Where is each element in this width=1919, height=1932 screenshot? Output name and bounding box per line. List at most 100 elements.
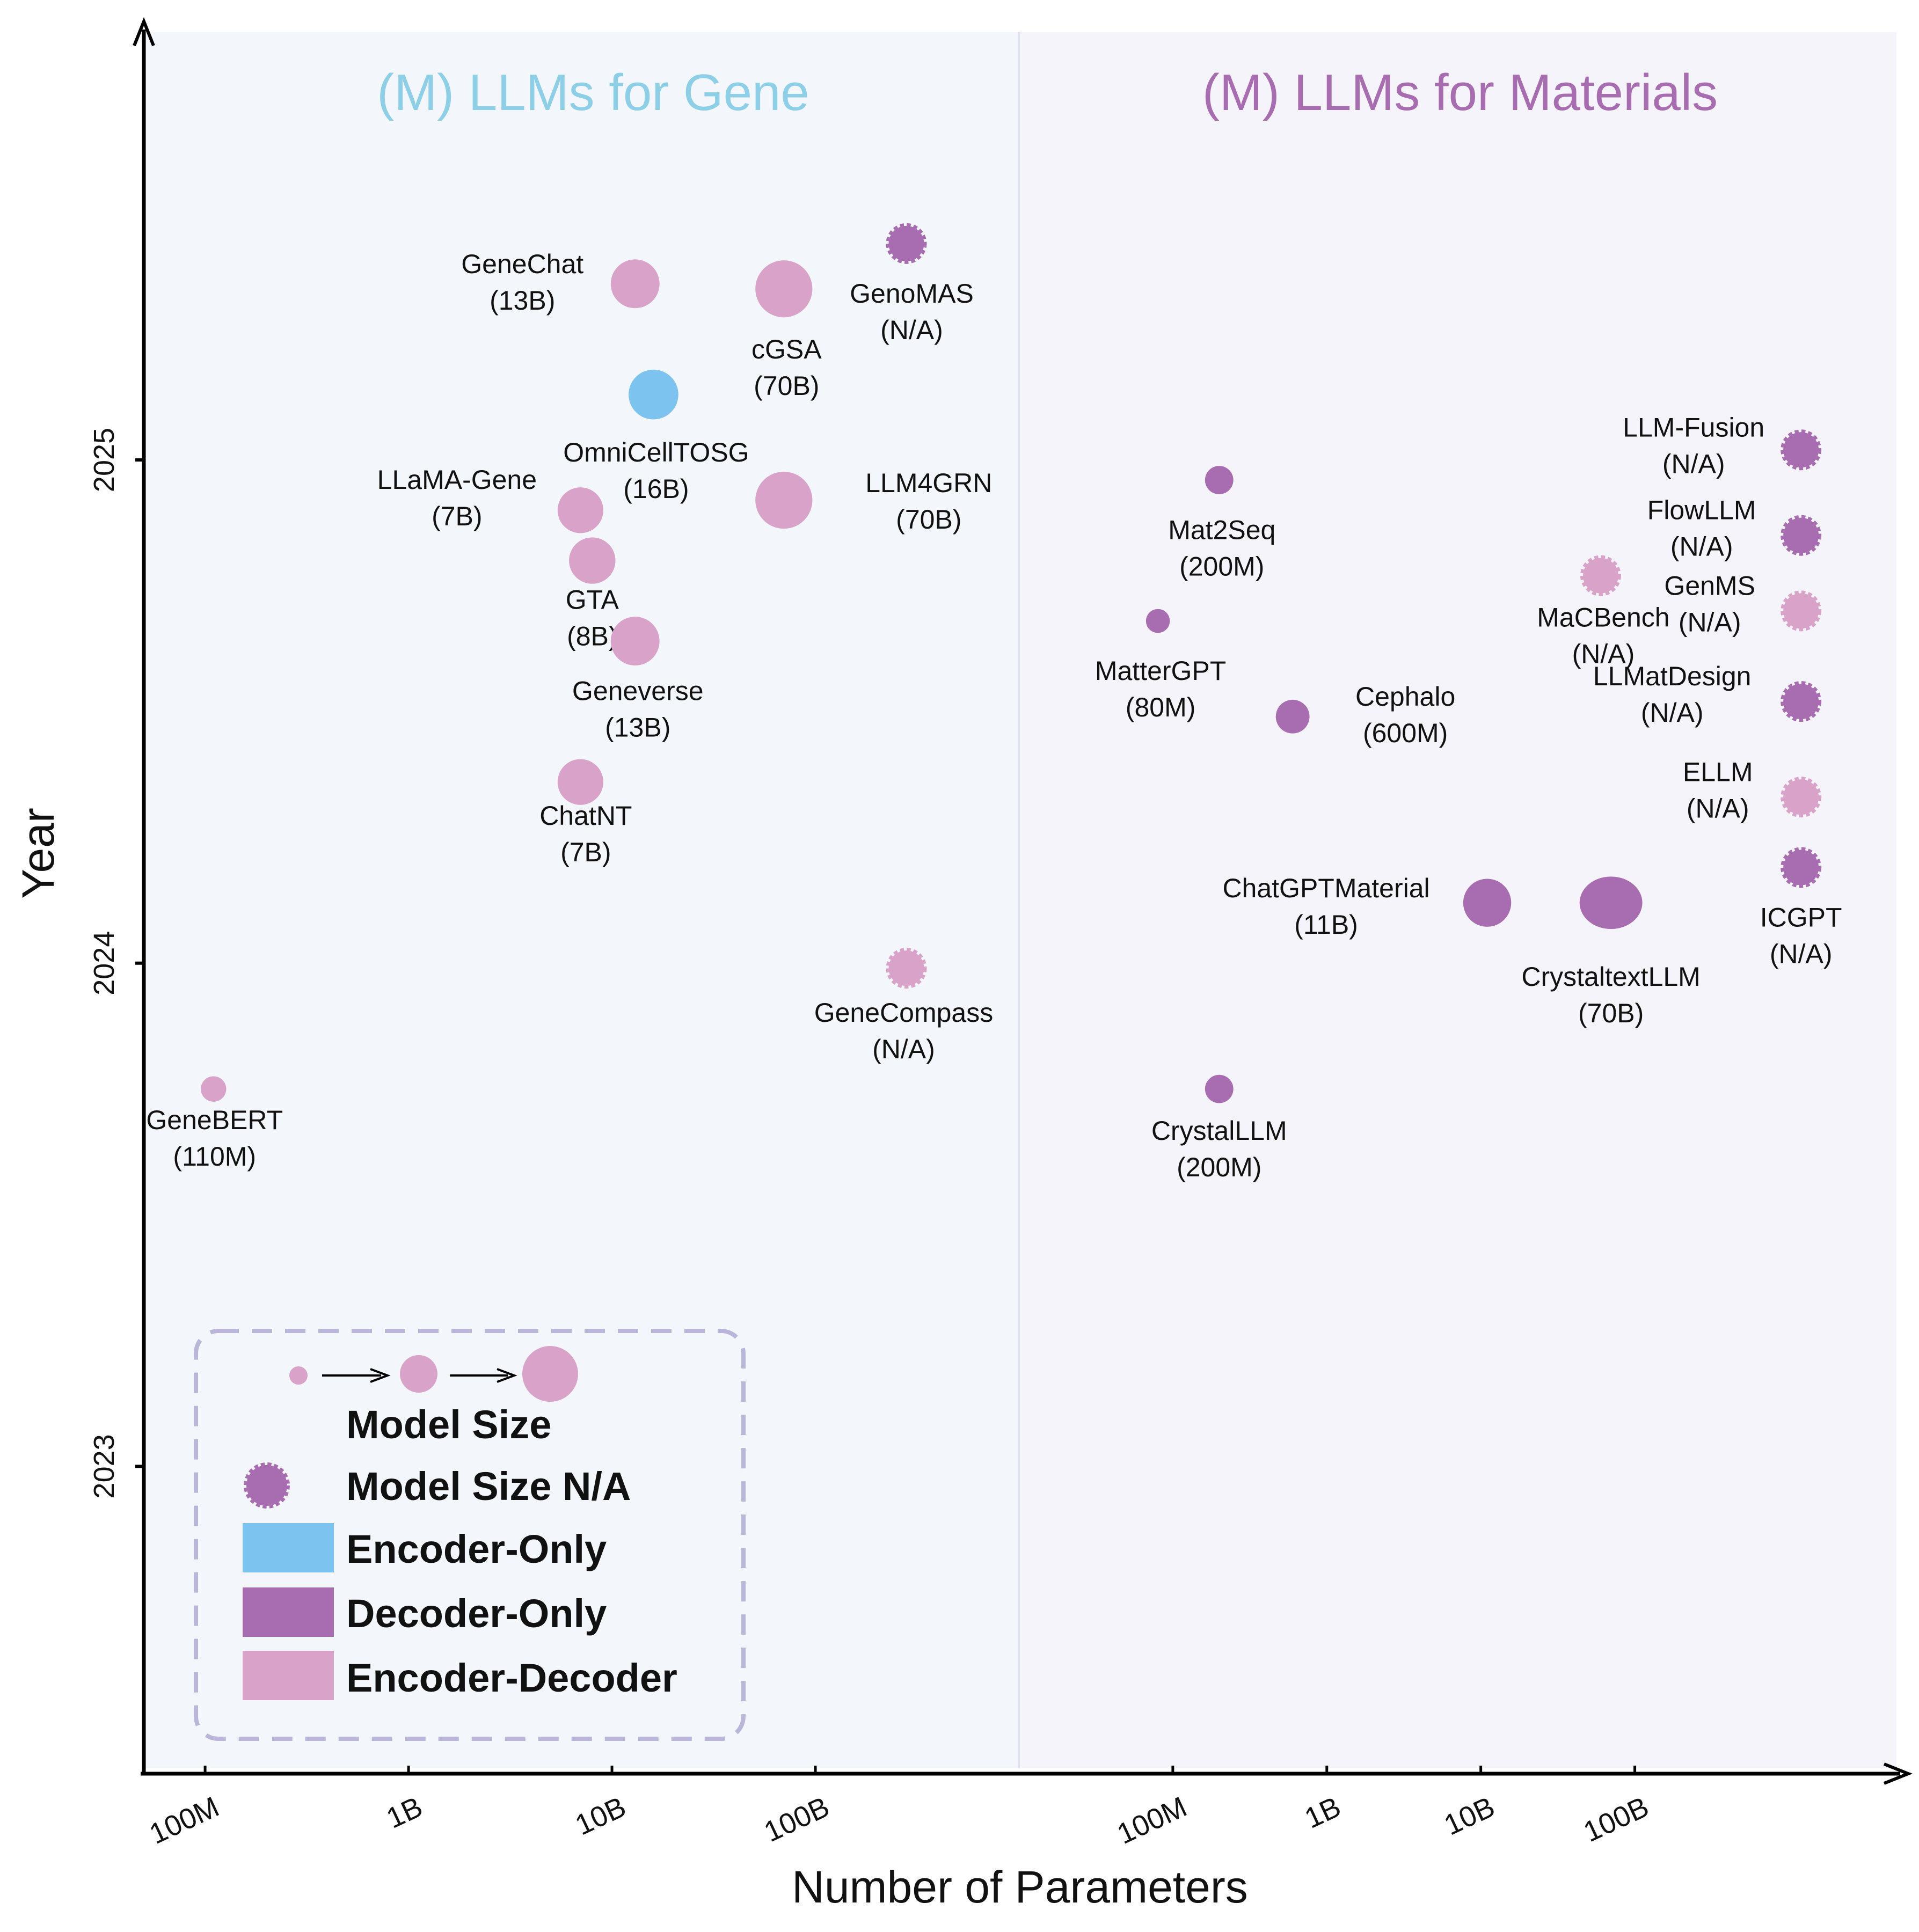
- materials-panel-title: (M) LLMs for Materials: [1202, 64, 1718, 121]
- bubbles-layer: GeneChat (13B) cGSA (70B) GenoMAS (N/A) OmniCe…: [146, 223, 1842, 1182]
- bubble-group-llama-gene: LLaMA-Gene (7B): [377, 465, 603, 533]
- bubble-label-cgsa: cGSA: [751, 334, 822, 364]
- x-axis-title: Number of Parameters: [792, 1862, 1248, 1912]
- bubble-label-llmatdesign: LLMatDesign: [1593, 661, 1752, 691]
- legend: Model Size Model Size N/A Encoder-Only D…: [194, 1329, 746, 1741]
- bubble-size-label-geneverse: (13B): [605, 713, 670, 743]
- bubble-gta: [569, 537, 616, 584]
- bubble-size-label-genecompass: (N/A): [872, 1034, 935, 1064]
- bubble-chatgptmaterial: [1463, 879, 1512, 927]
- bubble-size-label-llm-fusion: (N/A): [1662, 449, 1725, 479]
- bubble-size-label-gta: (8B): [567, 621, 617, 652]
- bubble-size-label-crystalllm: (200M): [1177, 1152, 1261, 1182]
- bubble-label-omnicelltosg: OmniCellTOSG: [563, 437, 749, 467]
- bubble-llama-gene: [557, 487, 603, 533]
- bubble-group-genebert: GeneBERT (110M): [146, 1076, 283, 1172]
- bubble-label-genomas: GenoMAS: [850, 279, 974, 309]
- bubble-na-flowllm: [1781, 515, 1822, 556]
- y-axis-title: Year: [13, 808, 63, 899]
- bubble-group-llm-fusion: LLM-Fusion (N/A): [1623, 412, 1822, 479]
- bubble-label-macbench: MaCBench: [1537, 603, 1669, 633]
- bubble-label-llama-gene: LLaMA-Gene: [377, 465, 537, 495]
- bubble-size-label-chatgptmaterial: (11B): [1294, 910, 1358, 940]
- bubble-size-label-mattergpt: (80M): [1126, 692, 1196, 722]
- bubble-group-mattergpt: MatterGPT (80M): [1095, 609, 1226, 722]
- bubble-size-label-genechat: (13B): [490, 286, 555, 316]
- bubble-group-genechat: GeneChat (13B): [461, 249, 660, 316]
- bubble-label-icgpt: ICGPT: [1760, 903, 1842, 933]
- bubble-na-macbench: [1580, 555, 1621, 596]
- y-tick-label-2023: 2023: [88, 1434, 120, 1498]
- bubble-group-genms: GenMS (N/A): [1664, 570, 1822, 637]
- bubble-group-genomas: GenoMAS (N/A): [850, 223, 974, 345]
- legend-swatch-encoder-only: [243, 1523, 334, 1572]
- bubble-mat2seq: [1205, 466, 1234, 494]
- legend-box: [194, 1329, 746, 1741]
- bubble-group-cephalo: Cephalo (600M): [1275, 682, 1455, 748]
- gene-panel-background: [144, 32, 1019, 1768]
- bubble-label-crystaltextllm: CrystaltextLLM: [1521, 962, 1700, 992]
- bubble-group-flowllm: FlowLLM (N/A): [1647, 495, 1822, 562]
- bubble-na-llmatdesign: [1781, 681, 1822, 722]
- bubble-group-macbench: MaCBench (N/A): [1537, 555, 1670, 669]
- legend-swatch-encoder-decoder: [243, 1651, 334, 1700]
- bubble-group-crystalllm: CrystalLLM (200M): [1151, 1074, 1287, 1182]
- gene-panel-title: (M) LLMs for Gene: [377, 64, 809, 121]
- axes: [133, 17, 1913, 1785]
- bubble-size-label-crystaltextllm: (70B): [1578, 998, 1644, 1028]
- bubble-group-crystaltextllm: CrystaltextLLM (70B): [1521, 876, 1701, 1028]
- bubble-group-genecompass: GeneCompass (N/A): [814, 948, 994, 1064]
- x-axis-arrow: [1883, 1762, 1913, 1785]
- x-tick-label-gene-1b: 1B: [382, 1790, 427, 1834]
- bubble-size-label-macbench: (N/A): [1572, 639, 1635, 669]
- bubble-mattergpt: [1145, 609, 1170, 633]
- legend-label-decoder-only: Decoder-Only: [346, 1591, 607, 1636]
- bubble-label-chatgptmaterial: ChatGPTMaterial: [1222, 873, 1429, 903]
- bubble-group-gta: GTA (8B): [566, 537, 619, 652]
- bubble-group-cgsa: cGSA (70B): [751, 260, 822, 401]
- bubble-na-genomas: [886, 223, 927, 264]
- bubble-label-cephalo: Cephalo: [1355, 682, 1455, 712]
- bubble-genechat: [610, 259, 660, 309]
- bubble-cephalo: [1275, 699, 1310, 734]
- bubble-size-label-llm4grn: (70B): [896, 504, 961, 535]
- bubble-group-llmatdesign: LLMatDesign (N/A): [1593, 661, 1822, 728]
- legend-label-encoder-only: Encoder-Only: [346, 1527, 607, 1571]
- bubble-label-mat2seq: Mat2Seq: [1168, 515, 1275, 545]
- bubble-label-genecompass: GeneCompass: [814, 998, 994, 1028]
- legend-label-model-size: Model Size: [346, 1402, 551, 1447]
- bubble-group-icgpt: ICGPT (N/A): [1760, 847, 1842, 969]
- x-tick-label-materials-100m: 100M: [1112, 1790, 1192, 1850]
- bubble-na-genecompass: [886, 948, 927, 989]
- bubble-na-llm-fusion: [1781, 429, 1822, 471]
- bubble-label-geneverse: Geneverse: [572, 676, 704, 706]
- bubble-group-chatgptmaterial: ChatGPTMaterial (11B): [1222, 873, 1512, 940]
- materials-panel-background: [1019, 32, 1896, 1768]
- bubble-size-label-genms: (N/A): [1679, 607, 1741, 637]
- bubble-size-label-genomas: (N/A): [880, 315, 943, 345]
- bubble-size-label-icgpt: (N/A): [1770, 939, 1833, 969]
- bubble-label-crystalllm: CrystalLLM: [1151, 1116, 1287, 1146]
- x-tick-label-materials-10b: 10B: [1439, 1790, 1499, 1841]
- bubble-crystalllm: [1205, 1074, 1234, 1103]
- bubble-label-llm-fusion: LLM-Fusion: [1623, 412, 1764, 442]
- bubble-geneverse: [610, 617, 660, 666]
- x-axis-ticks: 100M 1B 10B 100B 100M 1B 10B 100B: [144, 1766, 1654, 1850]
- x-tick-label-gene-100m: 100M: [144, 1790, 224, 1850]
- legend-label-encoder-decoder: Encoder-Decoder: [346, 1656, 677, 1700]
- bubble-group-mat2seq: Mat2Seq (200M): [1168, 466, 1275, 582]
- x-tick-label-gene-100b: 100B: [759, 1790, 834, 1848]
- legend-size-large-circle: [522, 1346, 578, 1402]
- legend-size-small-circle: [289, 1366, 308, 1385]
- bubble-na-ellm: [1781, 777, 1822, 818]
- bubble-group-omnicelltosg: OmniCellTOSG (16B): [563, 369, 749, 504]
- bubble-label-genms: GenMS: [1664, 570, 1755, 601]
- bubble-genebert: [201, 1076, 227, 1102]
- legend-arrow-2-head: [497, 1368, 517, 1383]
- y-axis-arrow: [133, 17, 155, 47]
- bubble-size-label-genebert: (110M): [173, 1141, 256, 1172]
- bubble-llm4grn: [755, 471, 813, 529]
- bubble-cgsa: [755, 260, 813, 318]
- legend-na-marker: [244, 1462, 290, 1509]
- bubble-group-geneverse: Geneverse (13B): [572, 617, 704, 743]
